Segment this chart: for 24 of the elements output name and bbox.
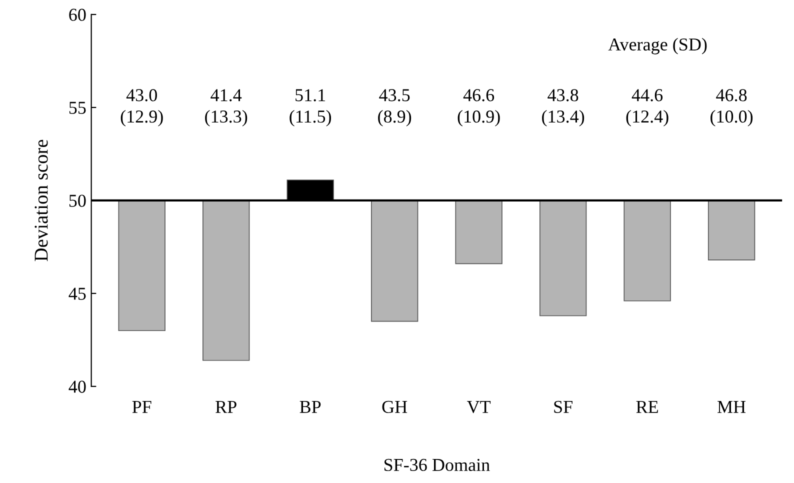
x-tick-label: BP — [300, 400, 321, 413]
annotation: 43.0 (12.9) — [120, 89, 163, 126]
x-tick-label: RP — [216, 400, 236, 413]
x-tick-label: PF — [132, 400, 152, 413]
x-axis-title: SF-36 Domain — [384, 458, 490, 472]
annotation: 51.1 (11.5) — [290, 89, 332, 126]
y-tick-label: 60 — [69, 8, 86, 21]
x-tick-label: RE — [636, 400, 658, 413]
annotation: 43.5 (8.9) — [378, 89, 412, 126]
annotation: 44.6 (12.4) — [626, 89, 668, 126]
y-axis-title: Deviation score — [34, 140, 48, 262]
annotation: Average (SD) — [608, 38, 707, 54]
x-tick-label: SF — [554, 400, 572, 413]
y-tick-label: 45 — [68, 288, 86, 300]
x-tick-label: VT — [466, 400, 491, 414]
y-tick-label: 50 — [69, 194, 86, 207]
y-tick-label: 40 — [68, 380, 86, 393]
y-tick-label: 55 — [69, 102, 86, 114]
x-tick-label: GH — [382, 400, 408, 413]
annotation: 43.8 (13.4) — [542, 89, 584, 126]
annotation: 46.8 (10.0) — [710, 89, 753, 126]
annotation: 46.6 (10.9) — [458, 89, 500, 126]
x-tick-label: MH — [718, 400, 746, 413]
annotation: 41.4 (13.3) — [205, 89, 248, 126]
